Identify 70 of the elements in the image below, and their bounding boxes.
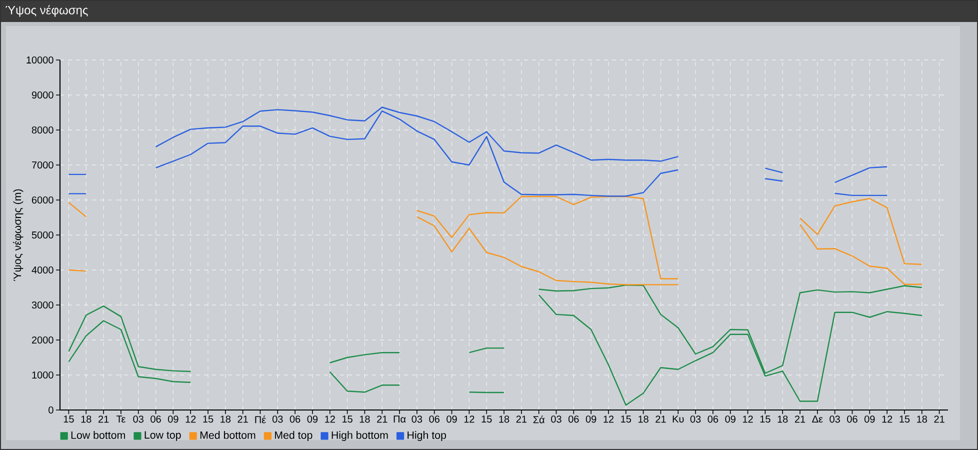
x-tick-label: 12 xyxy=(325,416,335,423)
y-tick-label: 5000 xyxy=(32,231,54,239)
y-tick-label: 7000 xyxy=(32,161,54,169)
x-tick-label: 09 xyxy=(586,416,596,423)
y-tick-label: 9000 xyxy=(32,91,54,99)
x-tick-label: 06 xyxy=(429,416,440,423)
x-tick-label: 15 xyxy=(342,416,352,423)
x-tick-label: 06 xyxy=(568,416,579,423)
legend-label: Low bottom xyxy=(71,431,125,439)
x-tick-label: 18 xyxy=(81,416,92,423)
x-tick-label: 06 xyxy=(290,416,300,423)
y-tick-label: 6000 xyxy=(32,196,54,204)
legend-label: Med bottom xyxy=(200,431,256,439)
y-tick-label: 2000 xyxy=(32,336,54,344)
x-tick-label: 09 xyxy=(864,416,875,423)
y-tick-label: 4000 xyxy=(32,266,54,274)
x-tick-label: 09 xyxy=(725,416,736,423)
x-tick-label: 12 xyxy=(464,416,474,423)
x-tick-label: Πέ xyxy=(255,416,266,424)
x-tick-label: Σά xyxy=(533,416,545,424)
x-tick-label: 12 xyxy=(186,416,196,423)
x-tick-label: 12 xyxy=(882,416,892,423)
x-tick-label: 15 xyxy=(760,416,770,423)
x-tick-label: 15 xyxy=(900,416,910,423)
y-axis-title: Ύψος νέφωσης (m) xyxy=(12,189,24,282)
x-tick-label: 12 xyxy=(604,416,614,423)
legend-label: Low top xyxy=(144,431,181,441)
x-tick-label: Δε xyxy=(812,416,823,423)
x-tick-label: 06 xyxy=(708,416,718,423)
x-tick-label: 15 xyxy=(621,416,632,423)
y-tick-label: 8000 xyxy=(32,126,54,134)
x-tick-label: 03 xyxy=(272,416,283,423)
x-tick-label: 15 xyxy=(482,416,492,423)
x-tick-label: 03 xyxy=(412,416,422,423)
x-tick-label: 18 xyxy=(220,416,231,423)
x-tick-label: 09 xyxy=(307,416,318,423)
x-tick-label: 15 xyxy=(203,416,214,423)
x-tick-label: 03 xyxy=(830,416,840,423)
x-tick-label: 03 xyxy=(133,416,144,423)
x-tick-label: 21 xyxy=(238,416,248,423)
x-tick-label: Πα xyxy=(394,416,406,423)
x-tick-label: 06 xyxy=(150,416,161,423)
y-tick-label: 3000 xyxy=(32,301,54,309)
x-tick-label: 21 xyxy=(934,416,944,423)
legend-label: High bottom xyxy=(332,431,388,442)
x-tick-label: 21 xyxy=(656,416,666,423)
y-tick-label: 0 xyxy=(48,406,54,414)
x-tick-label: 09 xyxy=(168,416,178,423)
x-tick-label: 03 xyxy=(690,416,701,423)
x-tick-label: 12 xyxy=(742,416,753,423)
x-tick-label: 21 xyxy=(516,416,526,423)
x-tick-label: 21 xyxy=(794,416,806,423)
x-tick-label: 09 xyxy=(446,416,457,423)
x-tick-label: 18 xyxy=(917,416,928,423)
x-tick-label: 18 xyxy=(638,416,648,423)
chart-title: Ύψος νέφωσης xyxy=(6,5,88,17)
x-tick-label: 18 xyxy=(778,416,788,423)
x-tick-label: 15 xyxy=(64,416,74,423)
y-tick-label: 1000 xyxy=(32,371,54,379)
x-tick-label: 21 xyxy=(377,416,388,423)
x-tick-label: Τε xyxy=(116,416,126,423)
x-tick-label: 18 xyxy=(499,416,510,423)
x-tick-label: 21 xyxy=(98,416,109,423)
legend-label: Med top xyxy=(275,431,312,442)
y-tick-label: 10000 xyxy=(26,56,54,64)
legend-label: High top xyxy=(408,431,446,442)
x-tick-label: 18 xyxy=(360,416,370,423)
x-tick-label: 03 xyxy=(551,416,562,423)
x-tick-label: Κυ xyxy=(672,416,684,423)
x-tick-label: 06 xyxy=(847,416,858,423)
